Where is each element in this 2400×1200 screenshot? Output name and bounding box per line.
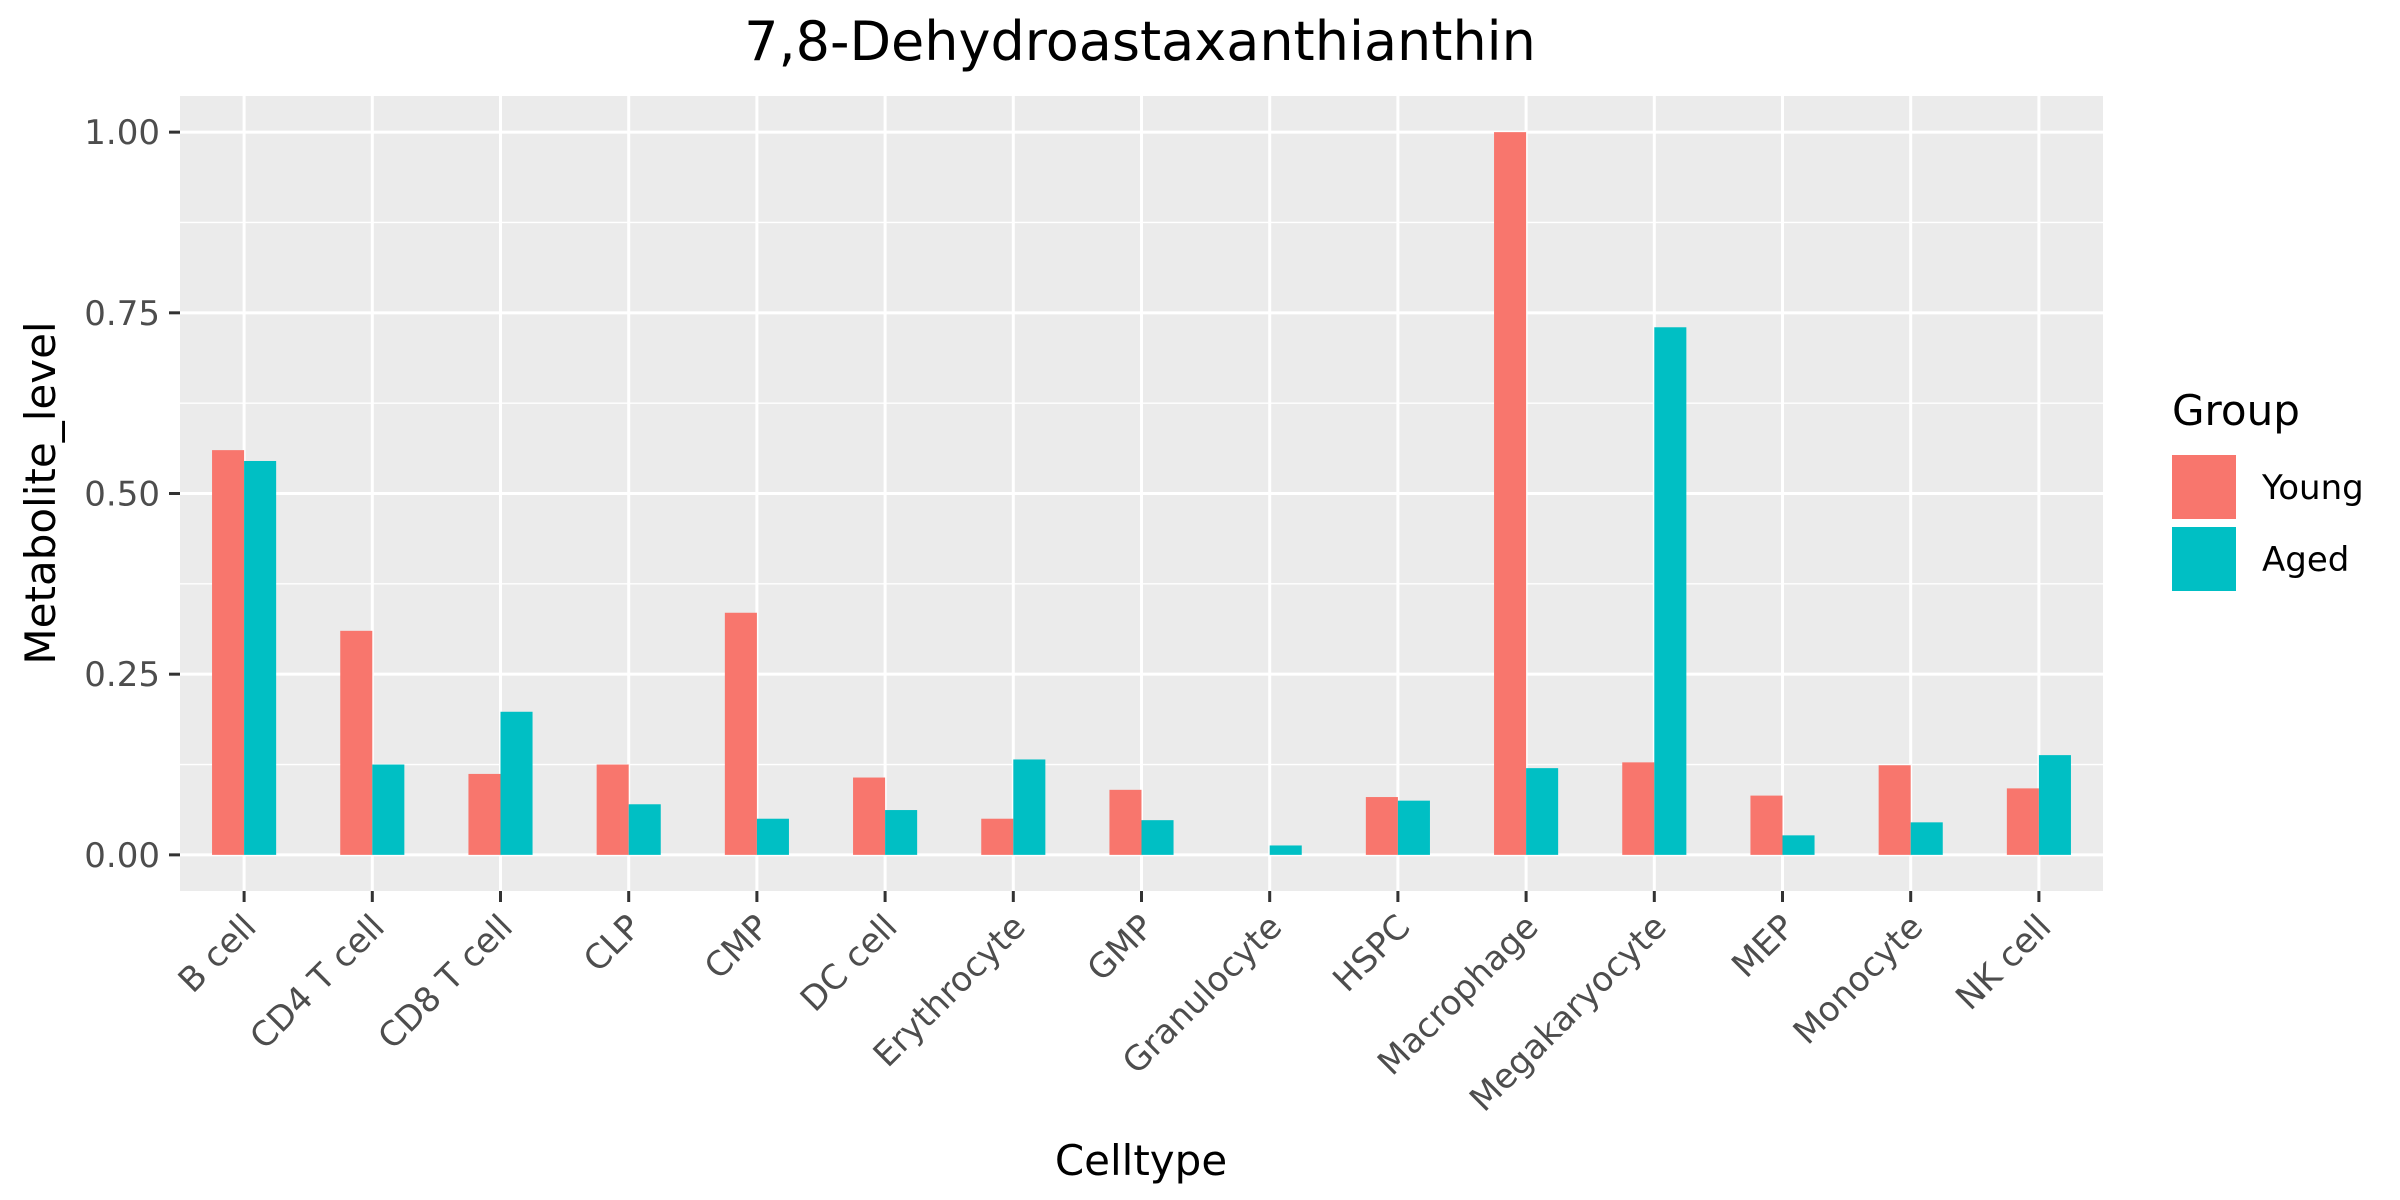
- x-tick-label: MEP: [1724, 907, 1803, 986]
- x-tick-label: CD8 T cell: [371, 907, 521, 1057]
- x-axis-title: Celltype: [1055, 1136, 1227, 1185]
- bar-young-nk-cell: [2006, 788, 2039, 855]
- bar-young-mep: [1750, 795, 1783, 855]
- y-tick-label: 0.25: [84, 655, 160, 695]
- bar-aged-mep: [1782, 835, 1815, 855]
- y-axis-title: Metabolite_level: [16, 321, 65, 664]
- bar-young-b-cell: [212, 450, 245, 855]
- x-tick-label: Monocyte: [1786, 907, 1931, 1052]
- bar-young-cd4-t-cell: [340, 630, 373, 855]
- bar-young-dc-cell: [853, 777, 886, 855]
- x-tick-label: NK cell: [1948, 907, 2059, 1018]
- x-tick-label: CMP: [697, 907, 777, 987]
- legend-key-young: [2172, 455, 2236, 519]
- bar-aged-granulocyte: [1269, 845, 1302, 855]
- legend-items: Young Aged: [2172, 455, 2364, 591]
- bar-young-monocyte: [1878, 765, 1911, 855]
- y-tick-label: 0.50: [84, 475, 160, 515]
- bar-aged-b-cell: [244, 460, 277, 855]
- bar-aged-cd4-t-cell: [372, 764, 405, 855]
- bars: [212, 132, 2071, 855]
- legend-key-aged: [2172, 527, 2236, 591]
- bar-aged-nk-cell: [2038, 755, 2071, 855]
- bar-aged-monocyte: [1910, 822, 1943, 855]
- bar-aged-hspc: [1397, 800, 1430, 855]
- legend-label-aged: Aged: [2262, 540, 2349, 580]
- x-tick-label: B cell: [171, 907, 265, 1001]
- bar-young-hspc: [1365, 797, 1398, 855]
- x-tick-label: CD4 T cell: [242, 907, 392, 1057]
- bar-aged-erythrocyte: [1013, 759, 1046, 855]
- bar-young-megakaryocyte: [1622, 762, 1655, 855]
- bar-aged-megakaryocyte: [1654, 327, 1687, 855]
- bar-young-erythrocyte: [981, 818, 1014, 855]
- x-tick-label: HSPC: [1325, 907, 1418, 1000]
- chart-title: 7,8-Dehydroastaxanthianthin: [744, 10, 1536, 73]
- bar-young-cd8-t-cell: [468, 773, 501, 855]
- bar-aged-cmp: [756, 818, 789, 855]
- bar-aged-clp: [628, 804, 661, 855]
- y-tick-label: 0.75: [84, 294, 160, 334]
- legend-title: Group: [2172, 386, 2300, 435]
- y-tick-label: 0.00: [84, 836, 160, 876]
- x-tick-label: DC cell: [793, 907, 906, 1020]
- y-tick-label: 1.00: [84, 113, 160, 153]
- legend: Group Young Aged: [2172, 386, 2364, 591]
- legend-label-young: Young: [2261, 468, 2364, 508]
- y-axis: 0.00 0.25 0.50 0.75 1.00: [84, 113, 180, 876]
- bar-aged-cd8-t-cell: [500, 711, 533, 855]
- bar-young-gmp: [1109, 789, 1142, 855]
- bar-young-clp: [596, 764, 629, 855]
- bar-aged-dc-cell: [885, 810, 918, 855]
- bar-aged-macrophage: [1526, 768, 1559, 855]
- bar-aged-gmp: [1141, 820, 1174, 855]
- bar-young-macrophage: [1494, 132, 1527, 855]
- x-tick-label: CLP: [576, 907, 649, 980]
- x-tick-label: GMP: [1080, 907, 1162, 989]
- bar-young-cmp: [724, 612, 757, 855]
